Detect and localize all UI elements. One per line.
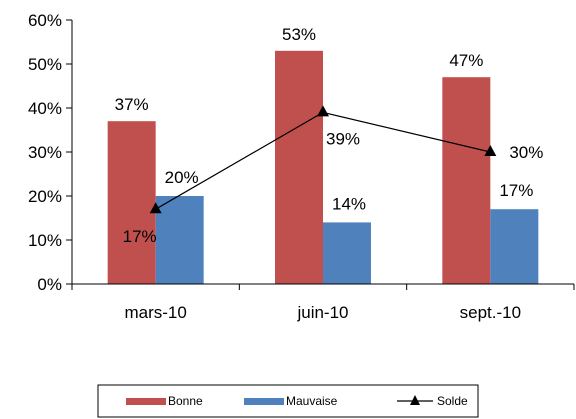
bar-bonne-1	[275, 50, 323, 284]
y-tick-label: 30%	[28, 143, 62, 162]
y-tick-label: 60%	[28, 11, 62, 30]
solde-line	[149, 105, 497, 214]
label-bonne-2: 47%	[449, 51, 483, 70]
bar-mauvaise-1	[323, 222, 371, 284]
solde-marker-2	[484, 145, 497, 156]
legend-marker-solde	[410, 395, 420, 405]
bars	[107, 50, 539, 284]
bar-mauvaise-0	[155, 196, 204, 284]
label-mauvaise-1: 14%	[332, 194, 366, 213]
x-tick-label: mars-10	[124, 303, 186, 322]
label-solde-0: 17%	[123, 227, 157, 246]
x-tick-label: sept.-10	[460, 303, 521, 322]
y-tick-label: 20%	[28, 187, 62, 206]
solde-marker-0	[149, 202, 162, 214]
x-axis: mars-10 juin-10 sept.-10	[71, 283, 575, 322]
label-mauvaise-2: 17%	[499, 181, 533, 200]
legend-swatch-bonne	[126, 398, 166, 405]
label-solde-2: 30%	[509, 143, 543, 162]
bar-bonne-0	[107, 121, 156, 284]
legend-label-bonne: Bonne	[168, 394, 203, 408]
label-mauvaise-0: 20%	[165, 168, 199, 187]
solde-marker-1	[317, 105, 329, 117]
label-bonne-0: 37%	[115, 95, 149, 114]
legend: Bonne Mauvaise Solde	[97, 384, 479, 418]
y-tick-label: 0%	[37, 275, 62, 294]
y-axis: 0% 10% 20% 30% 40% 50% 60%	[28, 11, 73, 294]
bar-bonne-2	[442, 77, 491, 284]
label-bonne-1: 53%	[282, 25, 316, 44]
legend-swatch-mauvaise	[244, 398, 284, 405]
legend-label-mauvaise: Mauvaise	[286, 394, 338, 408]
y-tick-label: 50%	[28, 55, 62, 74]
y-tick-label: 40%	[28, 99, 62, 118]
x-tick-label: juin-10	[296, 303, 348, 322]
data-labels: 37% 53% 47% 20% 14% 17% 17% 39% 30%	[115, 25, 544, 246]
label-solde-1: 39%	[326, 129, 360, 148]
bar-mauvaise-2	[490, 209, 539, 284]
legend-label-solde: Solde	[437, 394, 468, 408]
y-tick-label: 10%	[28, 231, 62, 250]
